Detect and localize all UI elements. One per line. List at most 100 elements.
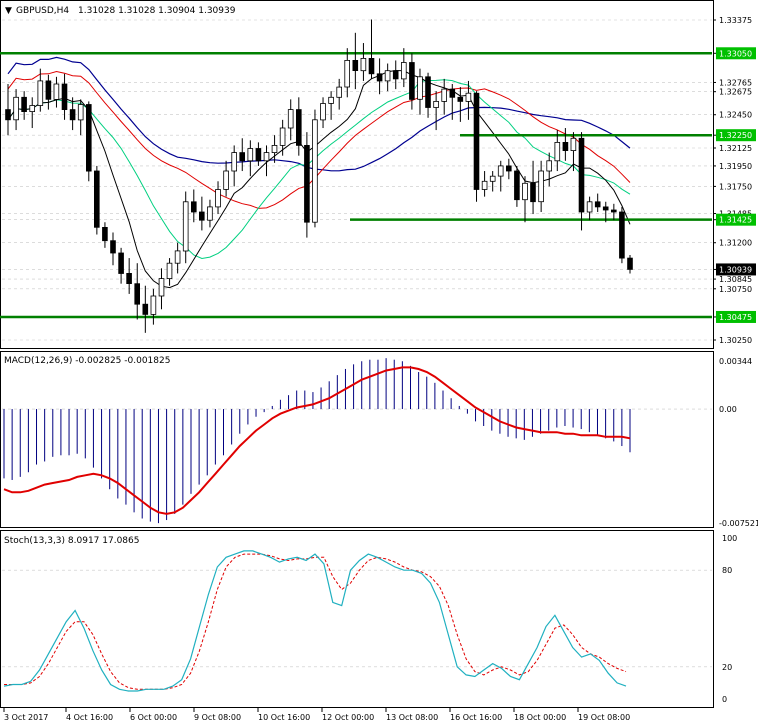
price-tick: 1.32450 bbox=[713, 111, 752, 120]
price-tick: 1.30845 bbox=[713, 275, 752, 284]
price-tick: 1.31425 bbox=[713, 213, 756, 226]
candle bbox=[409, 53, 415, 110]
candle-body bbox=[142, 303, 149, 315]
candle bbox=[619, 206, 625, 264]
candle bbox=[376, 58, 383, 95]
candle bbox=[295, 97, 302, 156]
candle-body bbox=[295, 109, 302, 146]
time-label: 6 Oct 00:00 bbox=[130, 713, 177, 722]
candle bbox=[255, 142, 262, 166]
time-tick: 10 Oct 16:00 bbox=[257, 708, 310, 722]
candle-body bbox=[166, 262, 173, 280]
candle bbox=[481, 171, 488, 197]
price-label: 1.30750 bbox=[719, 285, 752, 294]
time-label: 16 Oct 16:00 bbox=[450, 713, 502, 722]
price-tick: 1.30939 bbox=[713, 263, 756, 276]
candle-body bbox=[134, 283, 141, 305]
candle-body bbox=[13, 96, 19, 121]
candle-body bbox=[433, 101, 439, 108]
candle bbox=[425, 72, 431, 118]
candle-body bbox=[150, 295, 157, 315]
time-label: 3 Oct 2017 bbox=[4, 713, 48, 722]
macd-axis-label: 0.00 bbox=[719, 405, 737, 414]
price-label: 1.30475 bbox=[719, 313, 752, 322]
price-tick: 1.30250 bbox=[713, 336, 752, 345]
candle bbox=[562, 128, 569, 161]
price-tick: 1.33050 bbox=[713, 47, 756, 60]
macd-title: MACD(12,26,9) -0.002825 -0.001825 bbox=[4, 356, 170, 366]
candle-body bbox=[207, 206, 213, 221]
candle-body bbox=[578, 137, 585, 213]
candle bbox=[29, 97, 35, 129]
candle-body bbox=[279, 127, 286, 146]
candle bbox=[37, 68, 44, 112]
candle bbox=[336, 78, 342, 110]
candle-body bbox=[489, 175, 496, 182]
candle bbox=[215, 181, 221, 215]
price-label: 1.31750 bbox=[719, 182, 752, 191]
macd-axis-label: 0.00344 bbox=[719, 357, 752, 366]
candle bbox=[594, 193, 601, 212]
candle-body bbox=[37, 80, 44, 106]
candle-body bbox=[29, 105, 35, 112]
candle bbox=[400, 48, 407, 88]
candle bbox=[320, 97, 326, 129]
candle-body bbox=[215, 189, 221, 208]
candle bbox=[384, 63, 391, 92]
candle-body bbox=[255, 148, 262, 162]
candle bbox=[271, 135, 278, 163]
candle bbox=[489, 171, 496, 192]
candle-body bbox=[239, 152, 246, 162]
candle-body bbox=[53, 83, 60, 100]
stoch-signal-line bbox=[4, 553, 627, 690]
candle-body bbox=[570, 137, 577, 152]
time-tick: 13 Oct 08:00 bbox=[385, 708, 438, 722]
candle-body bbox=[190, 201, 197, 213]
candle-body bbox=[368, 58, 375, 75]
candle bbox=[158, 268, 165, 310]
candle-body bbox=[530, 182, 536, 203]
candle-body bbox=[271, 144, 278, 153]
price-label: 1.30845 bbox=[719, 275, 752, 284]
price-label-bg bbox=[716, 47, 756, 60]
candle bbox=[465, 80, 472, 120]
candle bbox=[368, 19, 375, 79]
stoch-panel-frame bbox=[0, 530, 714, 708]
stoch-axis-label: 80 bbox=[722, 566, 732, 575]
candle bbox=[134, 263, 141, 320]
candle-body bbox=[409, 62, 415, 100]
candle bbox=[522, 176, 528, 223]
macd-signal-line bbox=[3, 366, 631, 515]
price-label: 1.32765 bbox=[719, 78, 752, 87]
moving-average-lines bbox=[7, 56, 631, 289]
candle-body bbox=[312, 119, 318, 223]
candle-body bbox=[21, 96, 27, 113]
candle bbox=[77, 99, 84, 136]
candle-body bbox=[247, 148, 254, 162]
candle bbox=[231, 145, 238, 187]
dropdown-arrow-icon[interactable]: ▼ bbox=[5, 6, 12, 16]
candle-body bbox=[110, 240, 116, 254]
support-resistance-levels bbox=[0, 52, 712, 319]
time-tick: 12 Oct 00:00 bbox=[321, 708, 374, 722]
candle-body bbox=[360, 58, 367, 72]
price-label: 1.31950 bbox=[719, 162, 752, 171]
main-panel-frame bbox=[0, 0, 714, 349]
price-label: 1.32675 bbox=[719, 88, 752, 97]
price-label: 1.33050 bbox=[719, 49, 752, 58]
time-label: 19 Oct 08:00 bbox=[578, 713, 630, 722]
price-label: 1.32250 bbox=[719, 131, 752, 140]
candle-body bbox=[336, 86, 342, 98]
symbol-label: GBPUSD,H4 bbox=[16, 6, 69, 16]
candle bbox=[497, 160, 504, 192]
candle-body bbox=[425, 76, 431, 108]
macd-panel-frame bbox=[0, 351, 714, 528]
candle-body bbox=[174, 250, 181, 264]
stoch-title: Stoch(13,3,3) 8.0917 17.0865 bbox=[4, 536, 139, 546]
time-tick: 6 Oct 00:00 bbox=[129, 708, 177, 722]
candle-body bbox=[473, 92, 480, 190]
candle bbox=[312, 109, 318, 228]
candle bbox=[247, 140, 254, 177]
